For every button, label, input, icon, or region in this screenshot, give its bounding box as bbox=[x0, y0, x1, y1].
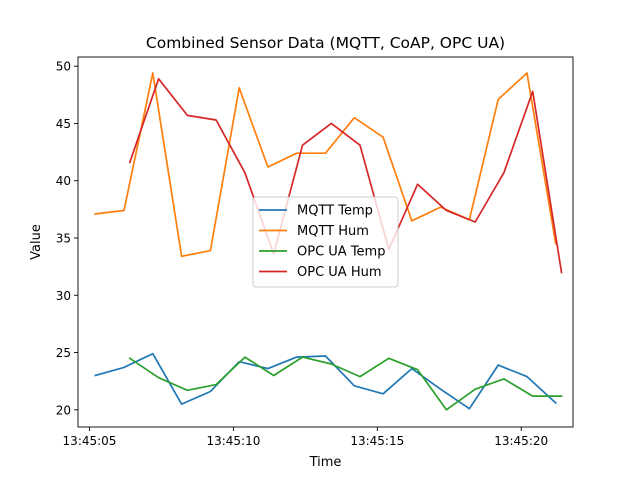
x-axis-title: Time bbox=[309, 455, 342, 470]
y-axis: 20 25 30 35 40 45 50 bbox=[56, 60, 78, 417]
y-tick-label: 45 bbox=[56, 117, 71, 131]
chart-title: Combined Sensor Data (MQTT, CoAP, OPC UA… bbox=[146, 34, 505, 52]
y-axis-title: Value bbox=[29, 224, 44, 260]
x-tick-label: 13:45:15 bbox=[350, 434, 404, 448]
series-line-1 bbox=[94, 72, 557, 258]
legend-label-1: MQTT Hum bbox=[297, 224, 369, 239]
series-line-2 bbox=[128, 356, 563, 411]
series-line-3 bbox=[128, 77, 563, 274]
legend-label-3: OPC UA Hum bbox=[297, 265, 382, 280]
x-axis: 13:45:05 13:45:10 13:45:15 13:45:20 bbox=[63, 427, 548, 448]
y-tick-label: 20 bbox=[56, 403, 71, 417]
y-tick-label: 40 bbox=[56, 174, 71, 188]
legend: MQTT Temp MQTT Hum OPC UA Temp OPC UA Hum bbox=[252, 196, 399, 288]
y-tick-label: 30 bbox=[56, 289, 71, 303]
plot-area-frame bbox=[77, 56, 574, 428]
series-line-0 bbox=[94, 352, 557, 410]
series-layer bbox=[94, 72, 563, 411]
x-tick-label: 13:45:10 bbox=[206, 434, 260, 448]
x-tick-label: 13:45:20 bbox=[494, 434, 548, 448]
y-tick-label: 50 bbox=[56, 60, 71, 74]
x-tick-label: 13:45:05 bbox=[63, 434, 117, 448]
legend-label-0: MQTT Temp bbox=[297, 204, 373, 219]
y-tick-label: 25 bbox=[56, 346, 71, 360]
legend-label-2: OPC UA Temp bbox=[297, 245, 385, 260]
legend-box bbox=[252, 196, 399, 288]
y-tick-label: 35 bbox=[56, 231, 71, 245]
